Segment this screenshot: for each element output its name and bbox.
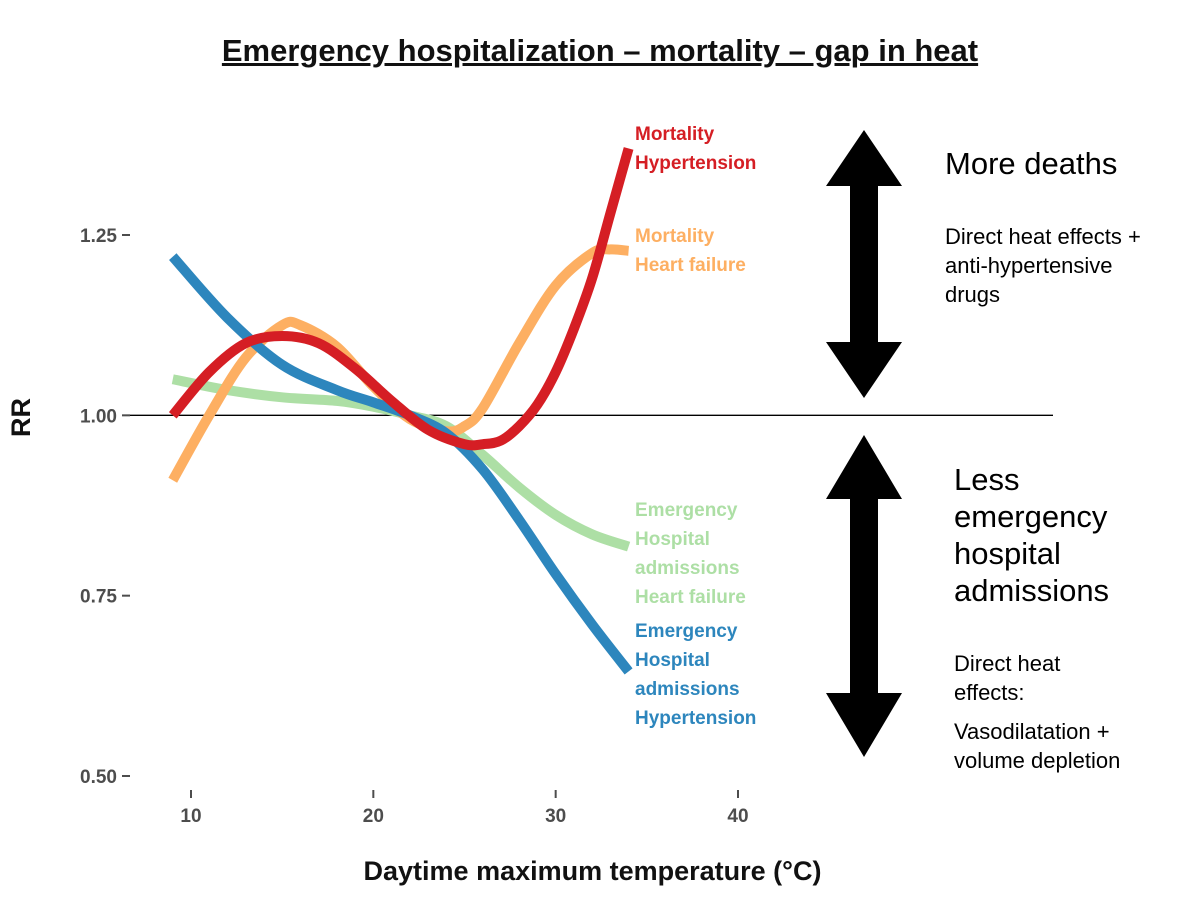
x-tick-label: 10 (180, 806, 201, 827)
series-label: Mortality Heart failure (635, 226, 746, 276)
annotation-bottom-heading-line: emergency (954, 499, 1108, 534)
x-tick-label: 30 (545, 806, 566, 827)
annotation-bottom-line: Vasodilatation + (954, 719, 1110, 744)
annotation-top-line: anti-hypertensive (945, 253, 1113, 278)
series-label-line: admissions (635, 558, 740, 579)
x-tick-label: 40 (727, 806, 748, 827)
series-label-line: Mortality (635, 124, 715, 145)
series-label-line: Hospital (635, 650, 710, 671)
series-label: Emergency Hospital admissions Heart failure (635, 500, 746, 608)
series-label-line: Heart failure (635, 587, 746, 608)
annotation-bottom-heading: Less emergency hospital admissions (954, 461, 1109, 609)
series-label-line: Emergency (635, 500, 738, 521)
y-tick-label: 0.50 (80, 767, 117, 788)
x-axis-label: Daytime maximum temperature (°C) (363, 856, 822, 886)
annotation-bottom-heading-line: Less (954, 462, 1020, 497)
series-line-mht (168, 147, 634, 451)
chart-title: Emergency hospitalization – mortality – … (221, 33, 979, 68)
y-tick-label: 0.75 (80, 587, 117, 608)
annotation-bottom-line: effects: (954, 680, 1025, 705)
series-label: Emergency Hospital admissions Hypertension (635, 621, 756, 729)
annotation-bottom-text: Direct heat effects: (954, 649, 1060, 707)
annotation-bottom-heading-line: hospital (954, 536, 1061, 571)
annotation-bottom-line: Direct heat (954, 651, 1061, 676)
annotation-bottom-text-2: Vasodilatation + volume depletion (954, 717, 1120, 775)
annotation-top-heading: More deaths (945, 146, 1118, 181)
annotation-top-line: drugs (945, 282, 1001, 307)
y-tick-label: 1.25 (80, 226, 117, 247)
annotation-bottom-line: volume depletion (954, 748, 1121, 773)
series-label-line: Hypertension (635, 708, 756, 729)
series-label-line: Mortality (635, 226, 715, 247)
series-line-eht (169, 253, 633, 675)
double-arrow-down-icon (826, 435, 902, 757)
series-label-line: admissions (635, 679, 740, 700)
annotation-top-text: Direct heat effects + anti-hypertensive … (945, 222, 1141, 309)
series-label-line: Hospital (635, 529, 710, 550)
series-label-line: Emergency (635, 621, 738, 642)
y-tick-label: 1.00 (80, 406, 117, 427)
series-label-line: Heart failure (635, 255, 746, 276)
annotation-bottom-heading-line: admissions (954, 573, 1110, 608)
series-label: Mortality Hypertension (635, 124, 756, 174)
annotation-top-line: Direct heat effects + (945, 224, 1141, 249)
x-tick-label: 20 (363, 806, 384, 827)
y-axis-label: RR (6, 398, 36, 437)
series-label-line: Hypertension (635, 153, 756, 174)
double-arrow-up-icon (826, 130, 902, 398)
